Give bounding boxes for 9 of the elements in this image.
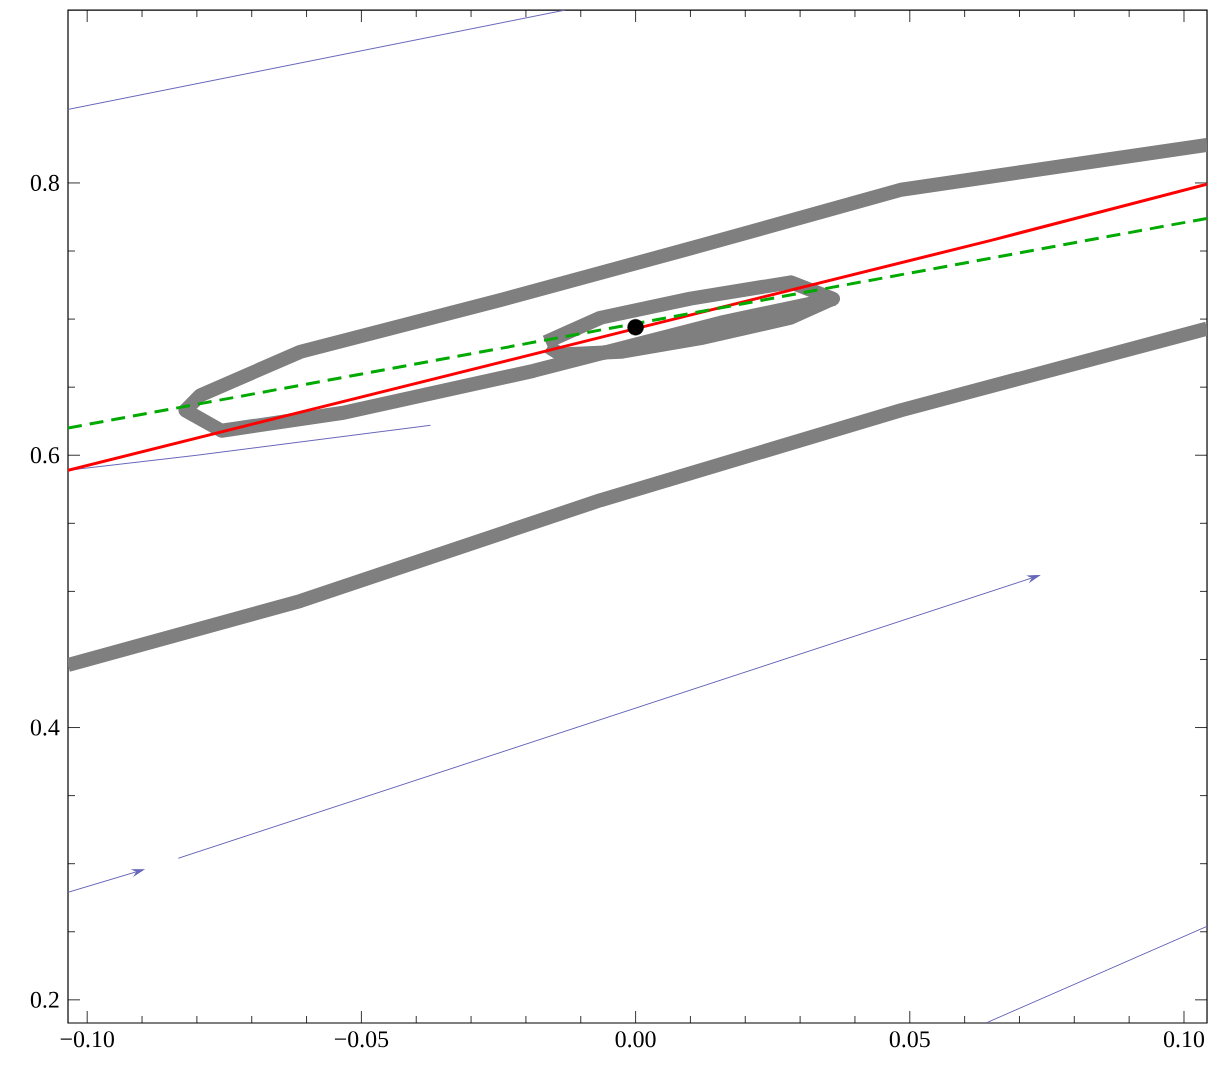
y-tick-label: 0.8 <box>30 174 59 192</box>
y-tick-label: 0.2 <box>30 991 59 1008</box>
x-tick-label: 0.10 <box>1163 1031 1204 1048</box>
y-tick-label: 0.4 <box>30 719 60 736</box>
x-tick-label: 0.05 <box>889 1031 930 1048</box>
x-tick-label: −0.05 <box>334 1031 389 1048</box>
y-tick-label: 0.6 <box>30 447 60 464</box>
x-tick-label: 0.00 <box>615 1031 656 1048</box>
x-tick-label: −0.10 <box>60 1031 114 1048</box>
